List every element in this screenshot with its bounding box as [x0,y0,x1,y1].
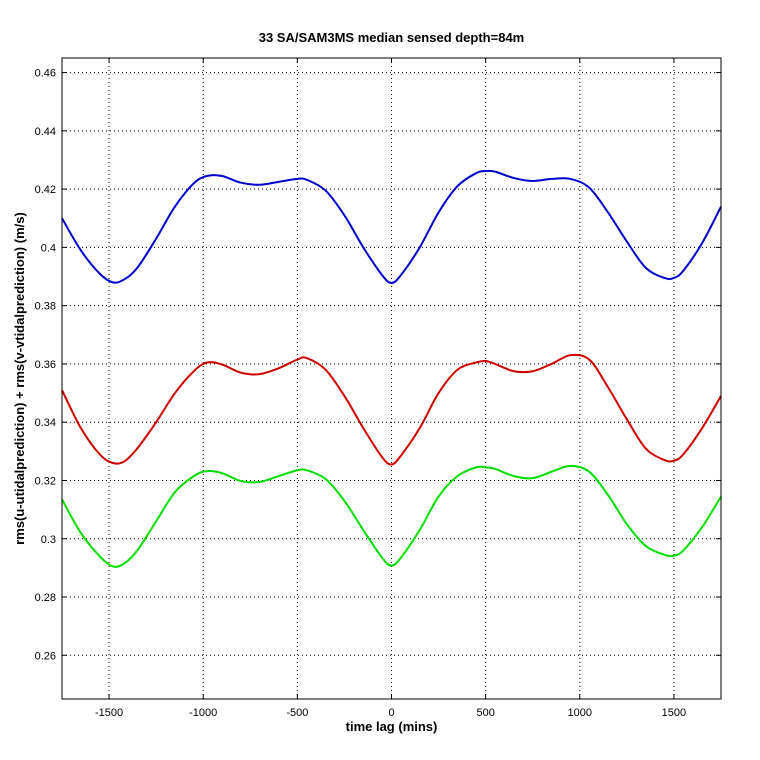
y-tick-label: 0.34 [35,417,56,429]
y-tick-label: 0.46 [35,68,56,80]
y-tick-label: 0.42 [35,184,56,196]
y-tick-label: 0.28 [35,592,56,604]
grid [62,58,721,699]
series-line-green [61,464,722,568]
axis-ticks: -1500 -1000 -500 0 500 1000 1500 0.26 0.28 0.3 0.3… [35,58,721,719]
y-tick-label: 0.36 [35,359,56,371]
y-tick-label: 0.4 [41,242,56,254]
y-tick-label: 0.26 [35,650,56,662]
x-tick-label: 1000 [568,707,592,719]
x-tick-label: -1500 [95,707,123,719]
y-tick-label: 0.3 [41,534,56,546]
y-tick-label: 0.32 [35,475,56,487]
series-line-red [61,353,722,466]
chart-title: 33 SA/SAM3MS median sensed depth=84m [259,30,525,45]
x-axis-label: time lag (mins) [346,719,438,734]
x-tick-label: -500 [286,707,308,719]
x-tick-label: 0 [388,707,394,719]
x-tick-label: 1500 [662,707,686,719]
y-axis-label: rms(u-utidalprediction) + rms(v-vtidalpr… [12,212,27,545]
series-line-blue [61,169,722,284]
y-tick-label: 0.38 [35,301,56,313]
x-tick-label: -1000 [189,707,217,719]
series-group [61,169,722,568]
y-tick-label: 0.44 [35,126,56,138]
x-tick-label: 500 [476,707,494,719]
